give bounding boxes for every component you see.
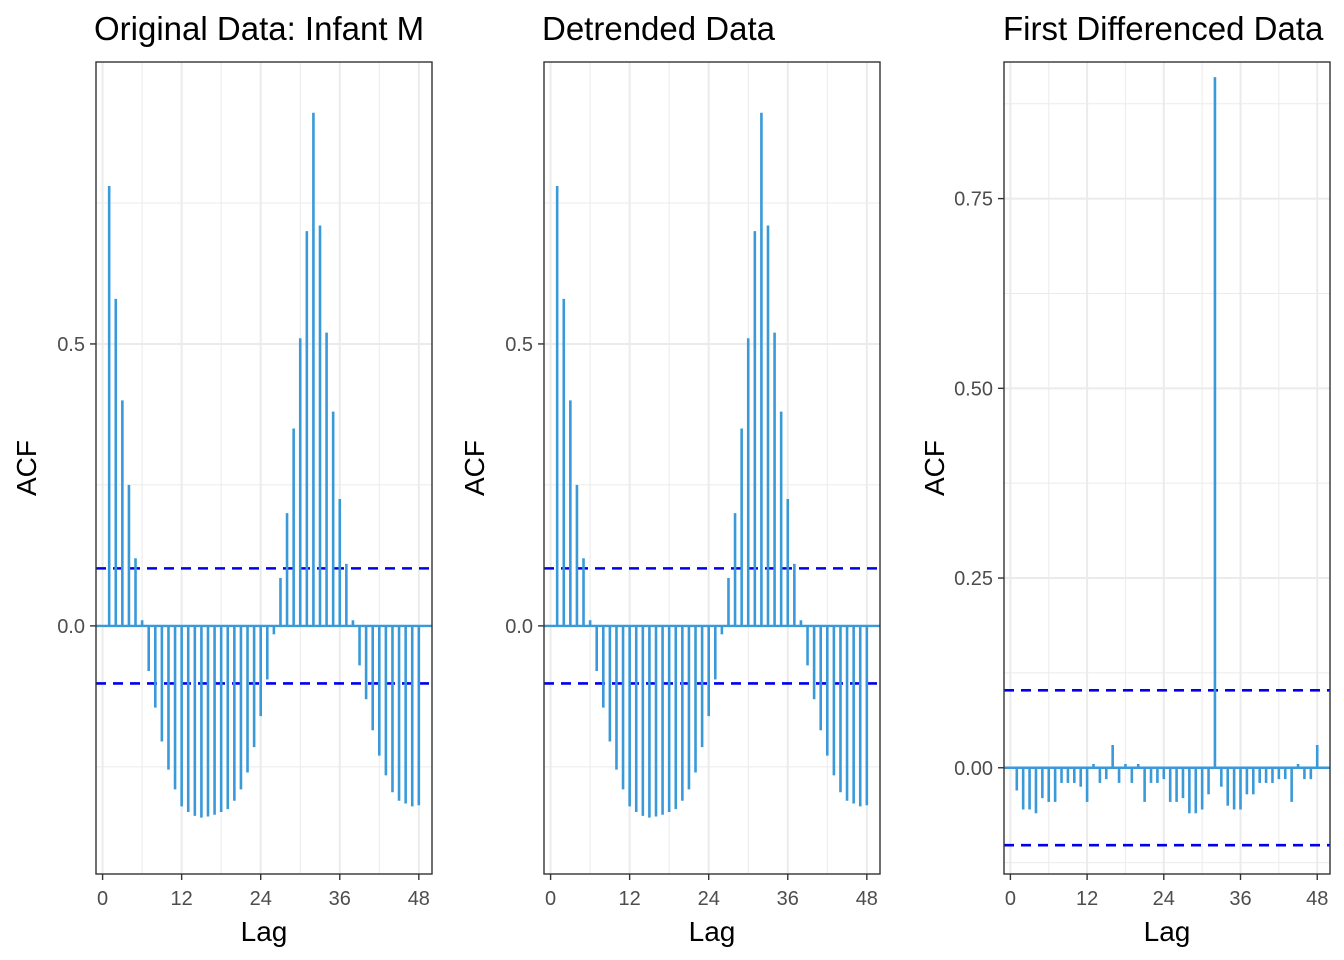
x-tick-label: 48 (408, 888, 430, 910)
acf-panel-1: 0 12 24 36 48 0.0 0.5 Original Data: Infant M La… (11, 10, 433, 947)
x-tick-label: 36 (329, 888, 351, 910)
y-tick-label: 0.0 (505, 616, 533, 638)
x-tick-label: 12 (1076, 888, 1098, 910)
plot-area (544, 62, 880, 874)
x-tick-label: 12 (619, 888, 641, 910)
y-tick-label: 0.75 (954, 189, 993, 211)
x-tick-label: 36 (1229, 888, 1251, 910)
panel-background (544, 62, 880, 874)
panel-border (95, 61, 433, 875)
y-tick-label: 0.00 (954, 758, 993, 780)
y-tick-label: 0.25 (954, 568, 993, 590)
plot-area (1004, 62, 1330, 874)
panel-title: First Differenced Data (1003, 10, 1324, 47)
y-tick-label: 0.50 (954, 378, 993, 400)
x-tick-label: 0 (97, 888, 108, 910)
x-axis-title: Lag (689, 916, 736, 947)
x-axis-title: Lag (1144, 916, 1191, 947)
y-tick-label: 0.5 (57, 334, 85, 356)
x-tick-label: 12 (171, 888, 193, 910)
x-tick-label: 24 (698, 888, 720, 910)
y-axis-title: ACF (919, 440, 950, 496)
panel-title: Detrended Data (542, 10, 776, 47)
acf-panel-2: 0 12 24 36 48 0.0 0.5 Detrended Data Lag ACF (459, 10, 881, 947)
y-tick-label: 0.0 (57, 616, 85, 638)
x-tick-label: 24 (250, 888, 272, 910)
x-tick-label: 48 (1306, 888, 1328, 910)
x-tick-label: 0 (1005, 888, 1016, 910)
acf-panel-3: 0 12 24 36 48 0.00 0.25 0.50 0.75 First Differenc… (919, 10, 1331, 947)
panel-border (543, 61, 881, 875)
x-tick-label: 36 (777, 888, 799, 910)
panel-title: Original Data: Infant M (94, 10, 424, 47)
x-axis-title: Lag (241, 916, 288, 947)
x-tick-label: 0 (545, 888, 556, 910)
y-tick-label: 0.5 (505, 334, 533, 356)
panel-background (96, 62, 432, 874)
plot-area (96, 62, 432, 874)
panel-background (1004, 62, 1330, 874)
x-tick-label: 24 (1153, 888, 1175, 910)
x-tick-label: 48 (856, 888, 878, 910)
y-axis-title: ACF (11, 440, 42, 496)
panel-border (1003, 61, 1331, 875)
y-axis-title: ACF (459, 440, 490, 496)
